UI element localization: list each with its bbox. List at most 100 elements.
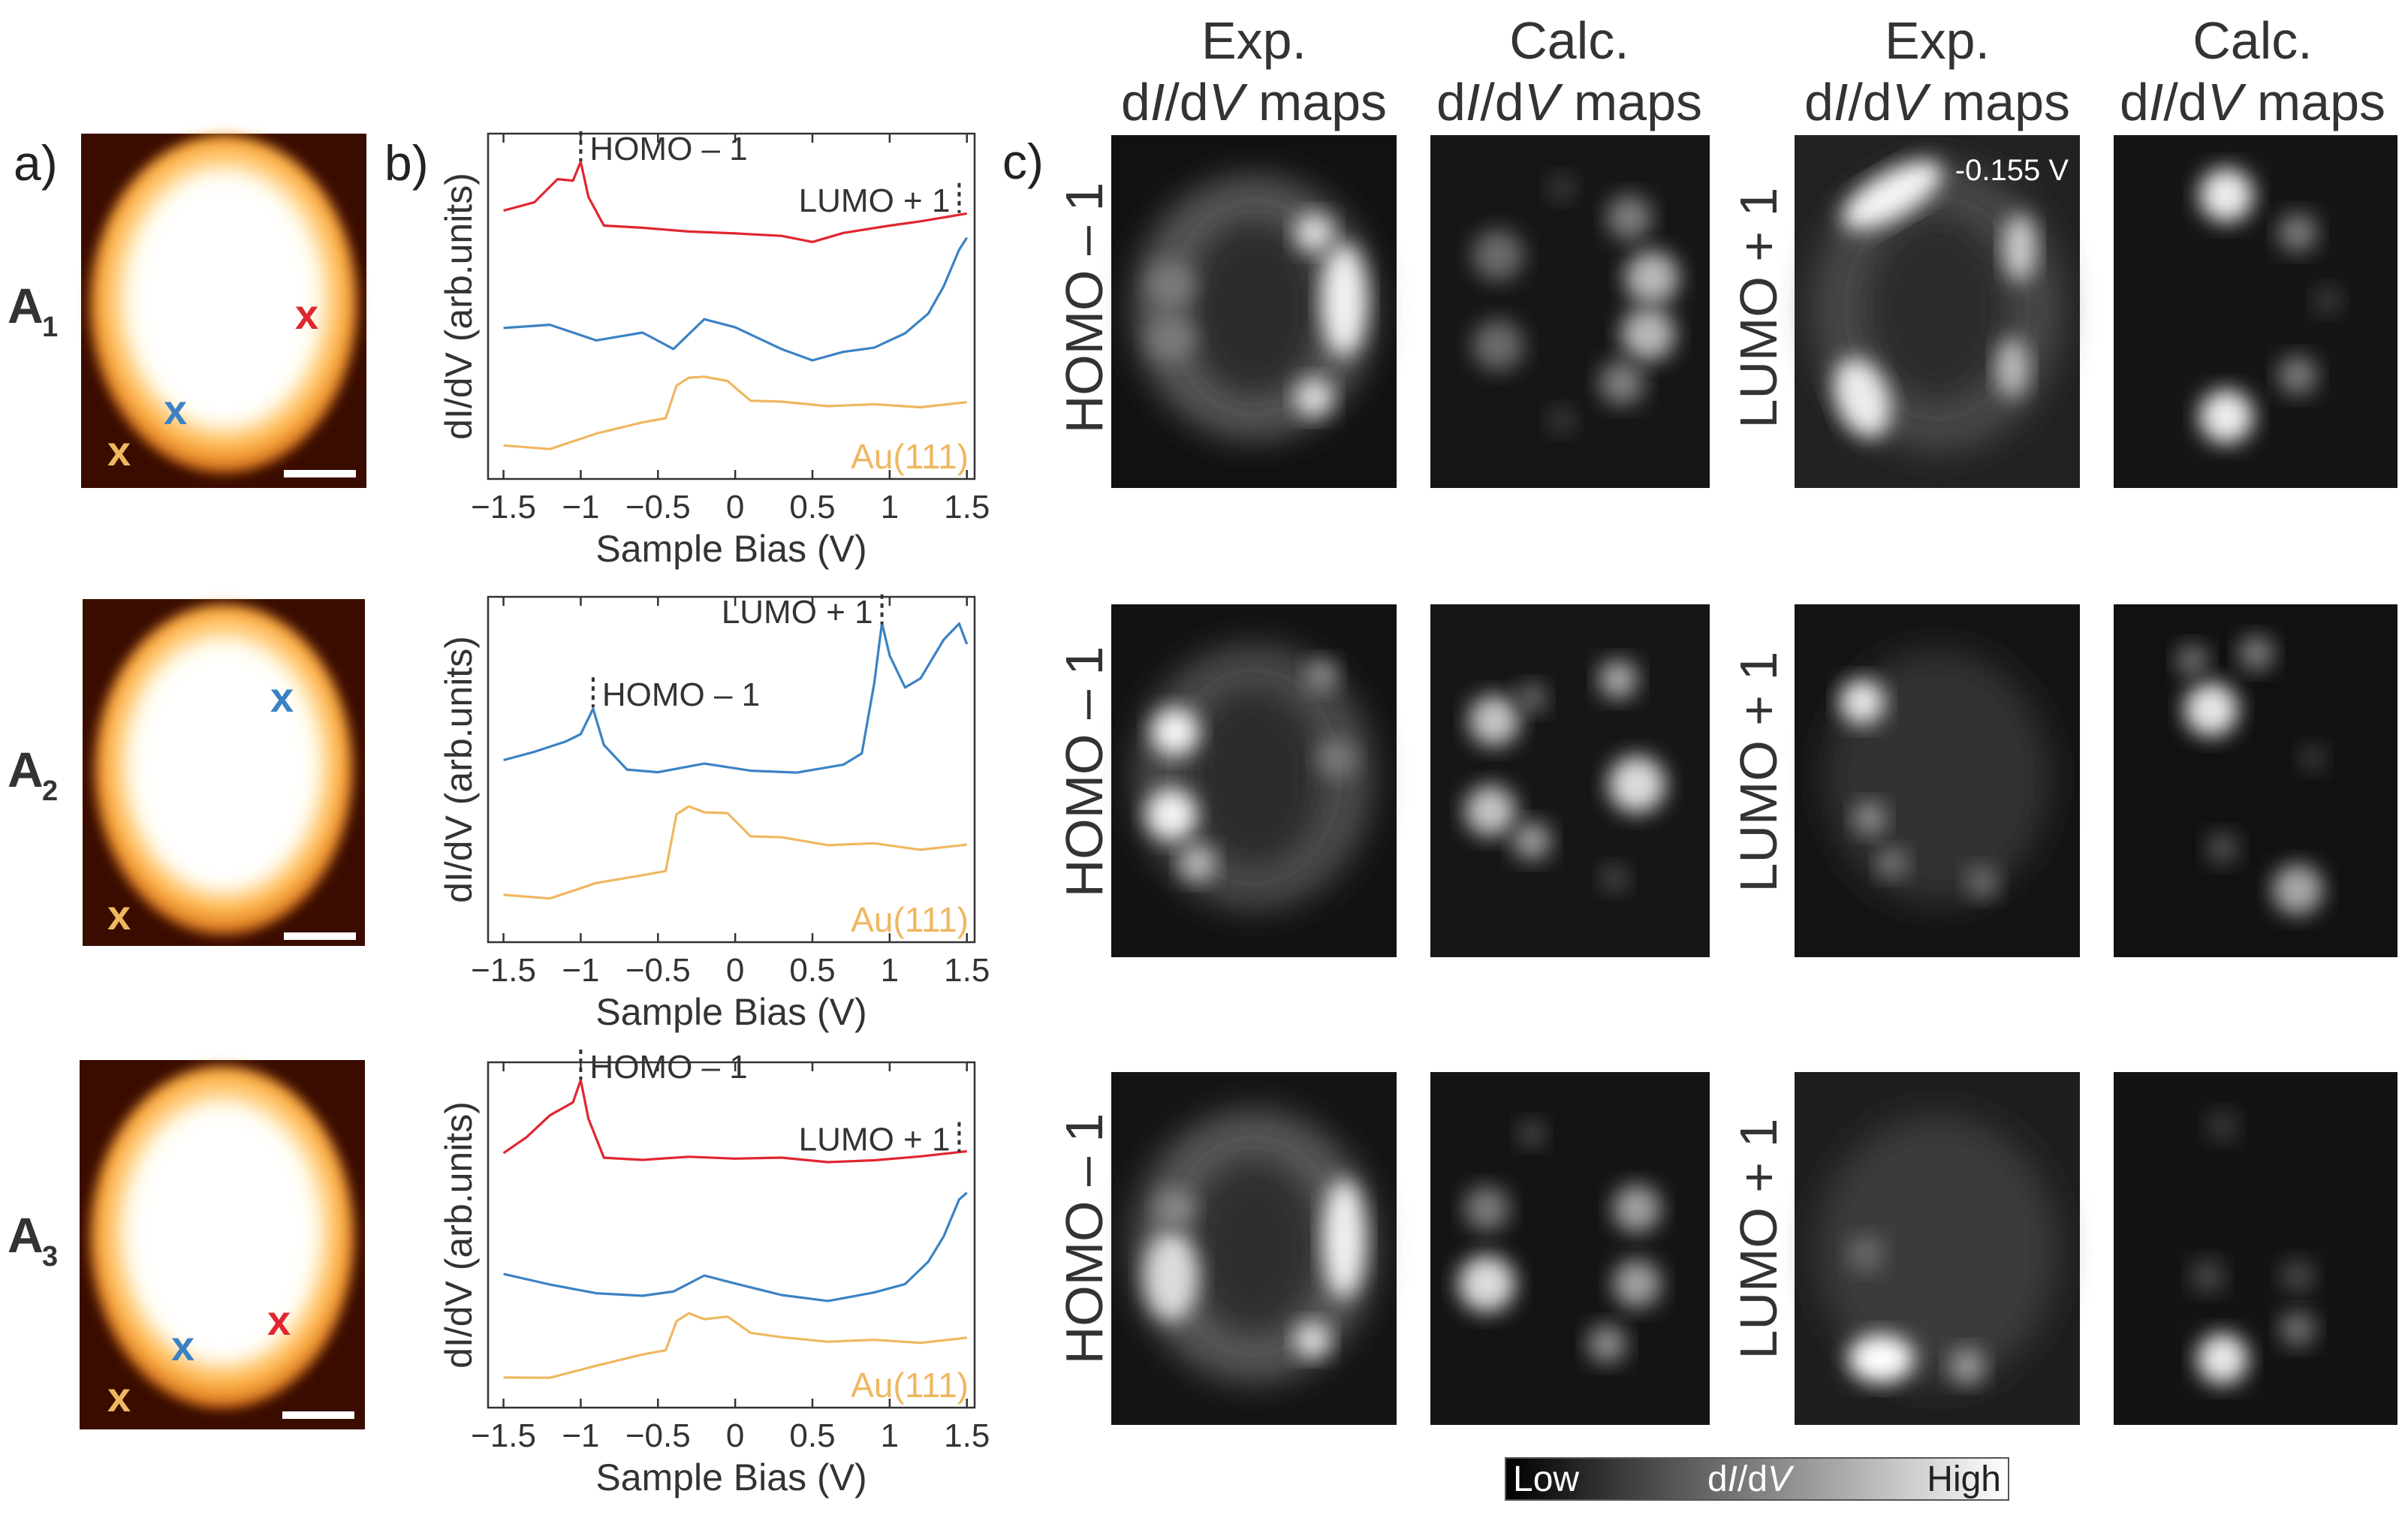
x-tick-label: 0.5 [789,952,835,989]
column-header-exp-1: Exp. dI/dV maps [1121,11,1387,131]
row-label-a2-main: A [8,742,44,797]
plot-frame [487,132,976,480]
map-exp-homo-row2 [1111,604,1397,957]
x-axis-label: Sample Bias (V) [595,528,866,570]
scalebar-a1 [284,470,356,477]
series-line-red [503,160,967,243]
row-label-a2: A 2 [8,742,58,807]
x-tick-label: 1 [881,489,899,526]
column-header-calc-1-line1: Calc. [1509,11,1629,70]
x-axis-label: Sample Bias (V) [595,991,866,1033]
x-tick-label: 0 [726,1417,744,1454]
x-tick-label: −1 [562,489,599,526]
annotation-homo: HOMO – 1 [589,131,747,167]
x-tick-label: −0.5 [625,952,691,989]
x-tick-label: 1.5 [944,489,990,526]
column-header-exp-1-line1: Exp. [1201,11,1306,70]
spectrum-panel-2: −1.5 −1 −0.5 0 0.5 1 1.5 Sample Bias (V) dI/dV (… [438,594,990,1033]
map-exp-homo-row3 [1111,1072,1397,1425]
panel-label-a: a) [14,135,58,191]
topograph-a2: x x [83,599,365,946]
orbital-label-homo-row3: HOMO – 1 [1055,1113,1114,1365]
map-exp-lumo-row3 [1795,1072,2080,1425]
orbital-label-homo-row2: HOMO – 1 [1055,646,1114,898]
series-line-blue [503,236,969,362]
column-header-calc-1-line2: dI/dV maps [1436,73,1702,131]
colorbar-mid-label: dI/dV [1707,1459,1795,1499]
annotation-lumo: LUMO + 1 [799,1122,951,1158]
topograph-a1: x x x [81,134,366,488]
marker-red-a1: x [295,291,318,338]
annotation-lumo: LUMO + 1 [799,182,951,219]
column-header-calc-2-line2: dI/dV maps [2120,73,2385,131]
x-tick-label: 0 [726,489,744,526]
marker-gold-a3: x [107,1373,131,1420]
series-line-au111 [503,1312,967,1379]
spectrum-panel-3: −1.5 −1 −0.5 0 0.5 1 1.5 Sample Bias (V) dI/dV (… [438,1049,990,1498]
marker-blue-a3: x [171,1322,194,1369]
row-label-a3-main: A [8,1207,44,1263]
series-line-blue [503,1191,968,1303]
scalebar-a2 [284,932,356,940]
x-tick-label: 1 [881,1417,899,1454]
spectrum-panel-1: −1.5 −1 −0.5 0 0.5 1 1.5 Sample Bias (V) dI/dV (… [438,131,990,570]
x-tick-label: 0.5 [789,489,835,526]
x-tick-label: 1.5 [944,952,990,989]
topograph-a3: x x x [80,1060,365,1429]
x-tick-label: −1.5 [471,952,536,989]
marker-gold-a2: x [107,891,131,938]
row-label-a2-sub: 2 [42,776,58,807]
map-calc-homo-row1 [1430,135,1710,488]
marker-blue-a2: x [270,673,294,721]
row-label-a3: A 3 [8,1207,58,1273]
orbital-label-homo-row1: HOMO – 1 [1055,182,1114,434]
column-header-calc-2-line1: Calc. [2193,11,2312,70]
column-header-exp-2-line2: dI/dV maps [1804,73,2070,131]
x-tick-label: −1 [562,1417,599,1454]
annotation-lumo: LUMO + 1 [722,594,873,631]
map-exp-lumo-row1: -0.155 V [1795,135,2080,488]
annotation-homo: HOMO – 1 [589,1049,747,1086]
row-label-a1-main: A [8,278,44,333]
x-tick-label: 0.5 [789,1417,835,1454]
column-header-calc-2: Calc. dI/dV maps [2120,11,2385,131]
series-line-red [502,1079,967,1164]
x-axis-label: Sample Bias (V) [595,1456,866,1498]
x-tick-label: 1 [881,952,899,989]
column-header-exp-1-line2: dI/dV maps [1121,73,1387,131]
marker-blue-a1: x [164,386,187,433]
map-exp-homo-row1 [1111,135,1397,488]
scalebar-a3 [282,1411,354,1419]
column-header-calc-1: Calc. dI/dV maps [1436,11,1702,131]
x-tick-label: −0.5 [625,1417,691,1454]
series-line-au111 [503,375,967,450]
row-label-a1-sub: 1 [42,312,58,343]
colorbar-high-label: High [1927,1459,2001,1499]
row-label-a1: A 1 [8,278,58,343]
y-axis-label: dI/dV (arb.units) [438,636,480,903]
orbital-label-lumo-row3: LUMO + 1 [1729,1119,1788,1360]
substrate-label: Au(111) [851,900,969,939]
plot-frame [487,595,976,944]
x-tick-label: 0 [726,952,744,989]
colorbar-low-label: Low [1513,1459,1579,1499]
row-label-a3-sub: 3 [42,1241,58,1273]
annotation-homo: HOMO – 1 [602,676,760,713]
map-exp-lumo-row2 [1795,604,2080,957]
orbital-label-lumo-row1: LUMO + 1 [1729,188,1788,429]
x-tick-label: 1.5 [944,1417,990,1454]
series-line-au111 [503,805,967,900]
marker-red-a3: x [267,1297,291,1344]
plot-frame [487,1061,976,1409]
panel-label-c: c) [1002,134,1044,189]
orbital-label-lumo-row2: LUMO + 1 [1729,652,1788,893]
x-tick-label: −1.5 [471,489,536,526]
map-calc-lumo-row3 [2114,1072,2397,1425]
substrate-label: Au(111) [851,437,969,476]
marker-gold-a1: x [107,427,131,474]
column-header-exp-2: Exp. dI/dV maps [1804,11,2070,131]
y-axis-label: dI/dV (arb.units) [438,173,480,440]
panel-label-b: b) [384,135,429,191]
column-header-exp-2-line1: Exp. [1885,11,1990,70]
map-calc-lumo-row2 [2114,604,2397,957]
